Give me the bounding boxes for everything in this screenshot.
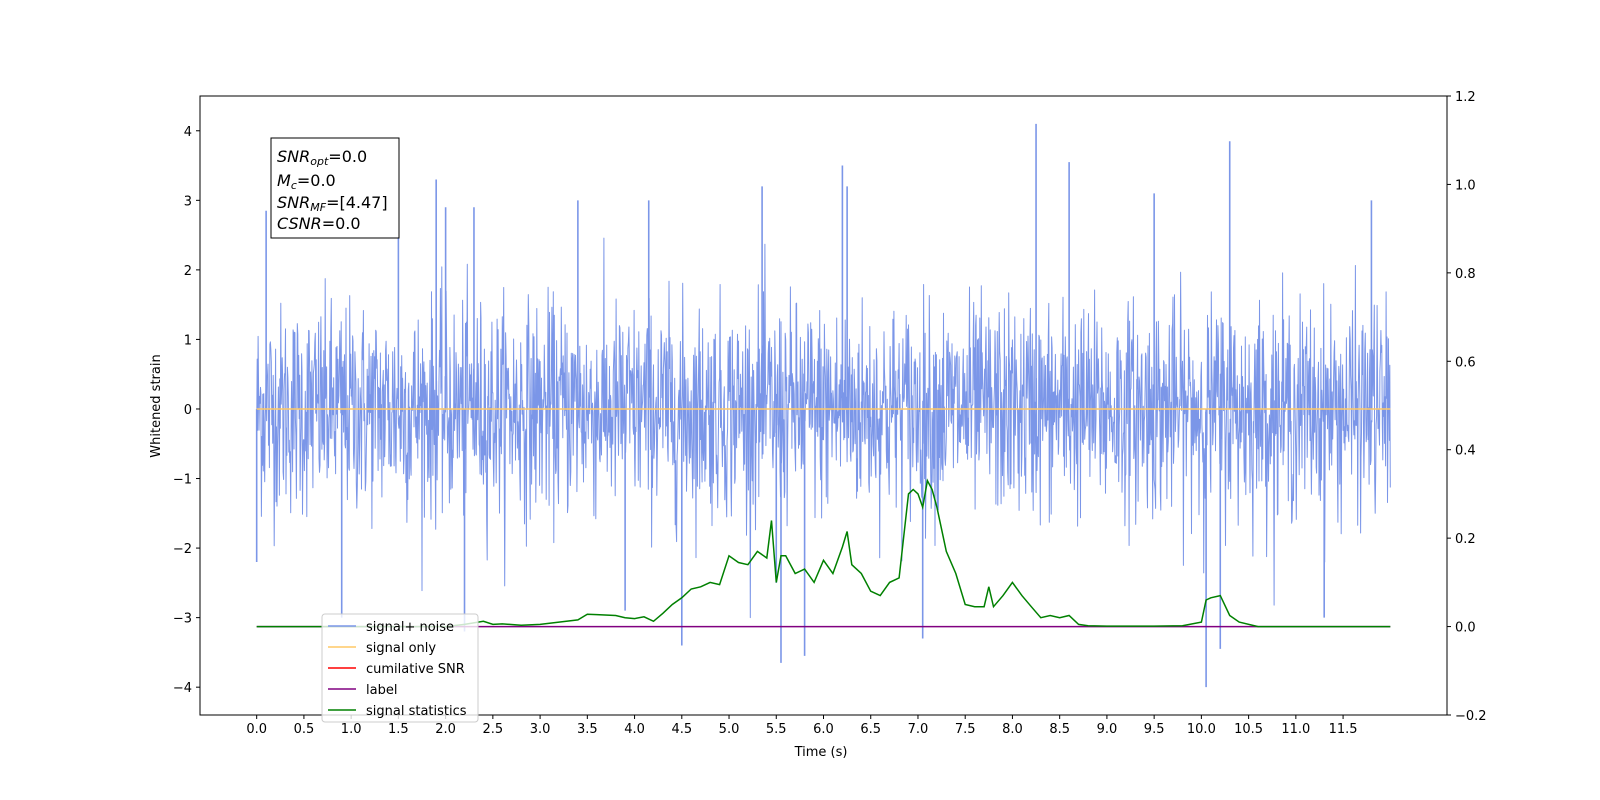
x-tick-label: 1.0	[341, 722, 362, 737]
x-tick-label: 5.5	[766, 722, 787, 737]
legend-label: label	[366, 683, 397, 698]
y2-tick-label: 0.4	[1455, 444, 1476, 459]
legend-label: signal statistics	[366, 704, 467, 719]
y-tick-label: −1	[173, 473, 192, 488]
y-tick-label: −3	[173, 612, 192, 627]
y2-tick-label: 1.2	[1455, 90, 1476, 105]
annotation-csnr: CSNR=0.0	[277, 214, 361, 233]
legend: signal+ noise signal only cumilative SNR la…	[321, 613, 479, 723]
y-tick-label: −4	[173, 681, 192, 696]
y-tick-label: 2	[184, 264, 192, 279]
x-tick-label: 2.0	[435, 722, 456, 737]
y-tick-label: 3	[184, 194, 192, 209]
annotation-box: SNRopt=0.0 Mc=0.0 SNRMF=[4.47] CSNR=0.0	[270, 137, 400, 239]
x-tick-label: 6.5	[860, 722, 881, 737]
legend-label: signal+ noise	[366, 620, 454, 635]
x-tick-label: 10.5	[1234, 722, 1263, 737]
x-tick-label: 7.5	[955, 722, 976, 737]
x-axis-label: Time (s)	[794, 745, 848, 760]
x-tick-label: 11.0	[1281, 722, 1310, 737]
signal-statistics-line	[256, 478, 1391, 628]
y2-tick-label: −0.2	[1455, 709, 1487, 724]
annotation-snr-mf: SNRMF=[4.47]	[277, 193, 388, 214]
y-tick-label: 0	[184, 403, 192, 418]
x-tick-label: 7.0	[908, 722, 929, 737]
x-tick-label: 1.5	[388, 722, 409, 737]
x-tick-label: 3.0	[530, 722, 551, 737]
x-tick-label: 8.0	[1002, 722, 1023, 737]
legend-label: signal only	[366, 641, 436, 656]
annotation-mc: Mc=0.0	[277, 171, 336, 192]
signal-noise-line	[256, 237, 1391, 619]
x-tick-label: 3.5	[577, 722, 598, 737]
y2-tick-label: 0.6	[1455, 355, 1476, 370]
x-tick-label: 10.0	[1187, 722, 1216, 737]
x-tick-label: 4.5	[671, 722, 692, 737]
x-tick-label: 11.5	[1329, 722, 1358, 737]
plot-area	[255, 123, 1391, 688]
signal-noise-series	[255, 123, 1391, 688]
y2-tick-label: 0.2	[1455, 532, 1476, 547]
annotation-snr-opt: SNRopt=0.0	[277, 147, 367, 168]
x-tick-label: 6.0	[813, 722, 834, 737]
y-tick-label: 4	[184, 125, 192, 140]
x-tick-label: 0.0	[246, 722, 267, 737]
x-tick-label: 0.5	[294, 722, 315, 737]
x-tick-label: 8.5	[1049, 722, 1070, 737]
x-tick-label: 9.0	[1097, 722, 1118, 737]
y-tick-label: 1	[184, 333, 192, 348]
y-axis-ticks: 4 3 2 1 0 −1 −2 −3 −4	[173, 125, 200, 696]
x-axis-ticks: 0.0 0.5 1.0 1.5 2.0 2.5 3.0 3.5 4.0 4.5 5.0 5.5 6.0 6…	[246, 715, 1358, 737]
x-tick-label: 5.0	[719, 722, 740, 737]
legend-label: cumilative SNR	[366, 662, 465, 677]
y2-axis-ticks: 1.2 1.0 0.8 0.6 0.4 0.2 0.0 −0.2	[1447, 90, 1487, 724]
y2-tick-label: 0.8	[1455, 267, 1476, 282]
y-axis-label: Whitened strain	[149, 354, 164, 457]
y2-tick-label: 0.0	[1455, 621, 1476, 636]
x-tick-label: 9.5	[1144, 722, 1165, 737]
x-tick-label: 4.0	[624, 722, 645, 737]
y2-tick-label: 1.0	[1455, 178, 1476, 193]
x-tick-label: 2.5	[483, 722, 504, 737]
y-tick-label: −2	[173, 542, 192, 557]
